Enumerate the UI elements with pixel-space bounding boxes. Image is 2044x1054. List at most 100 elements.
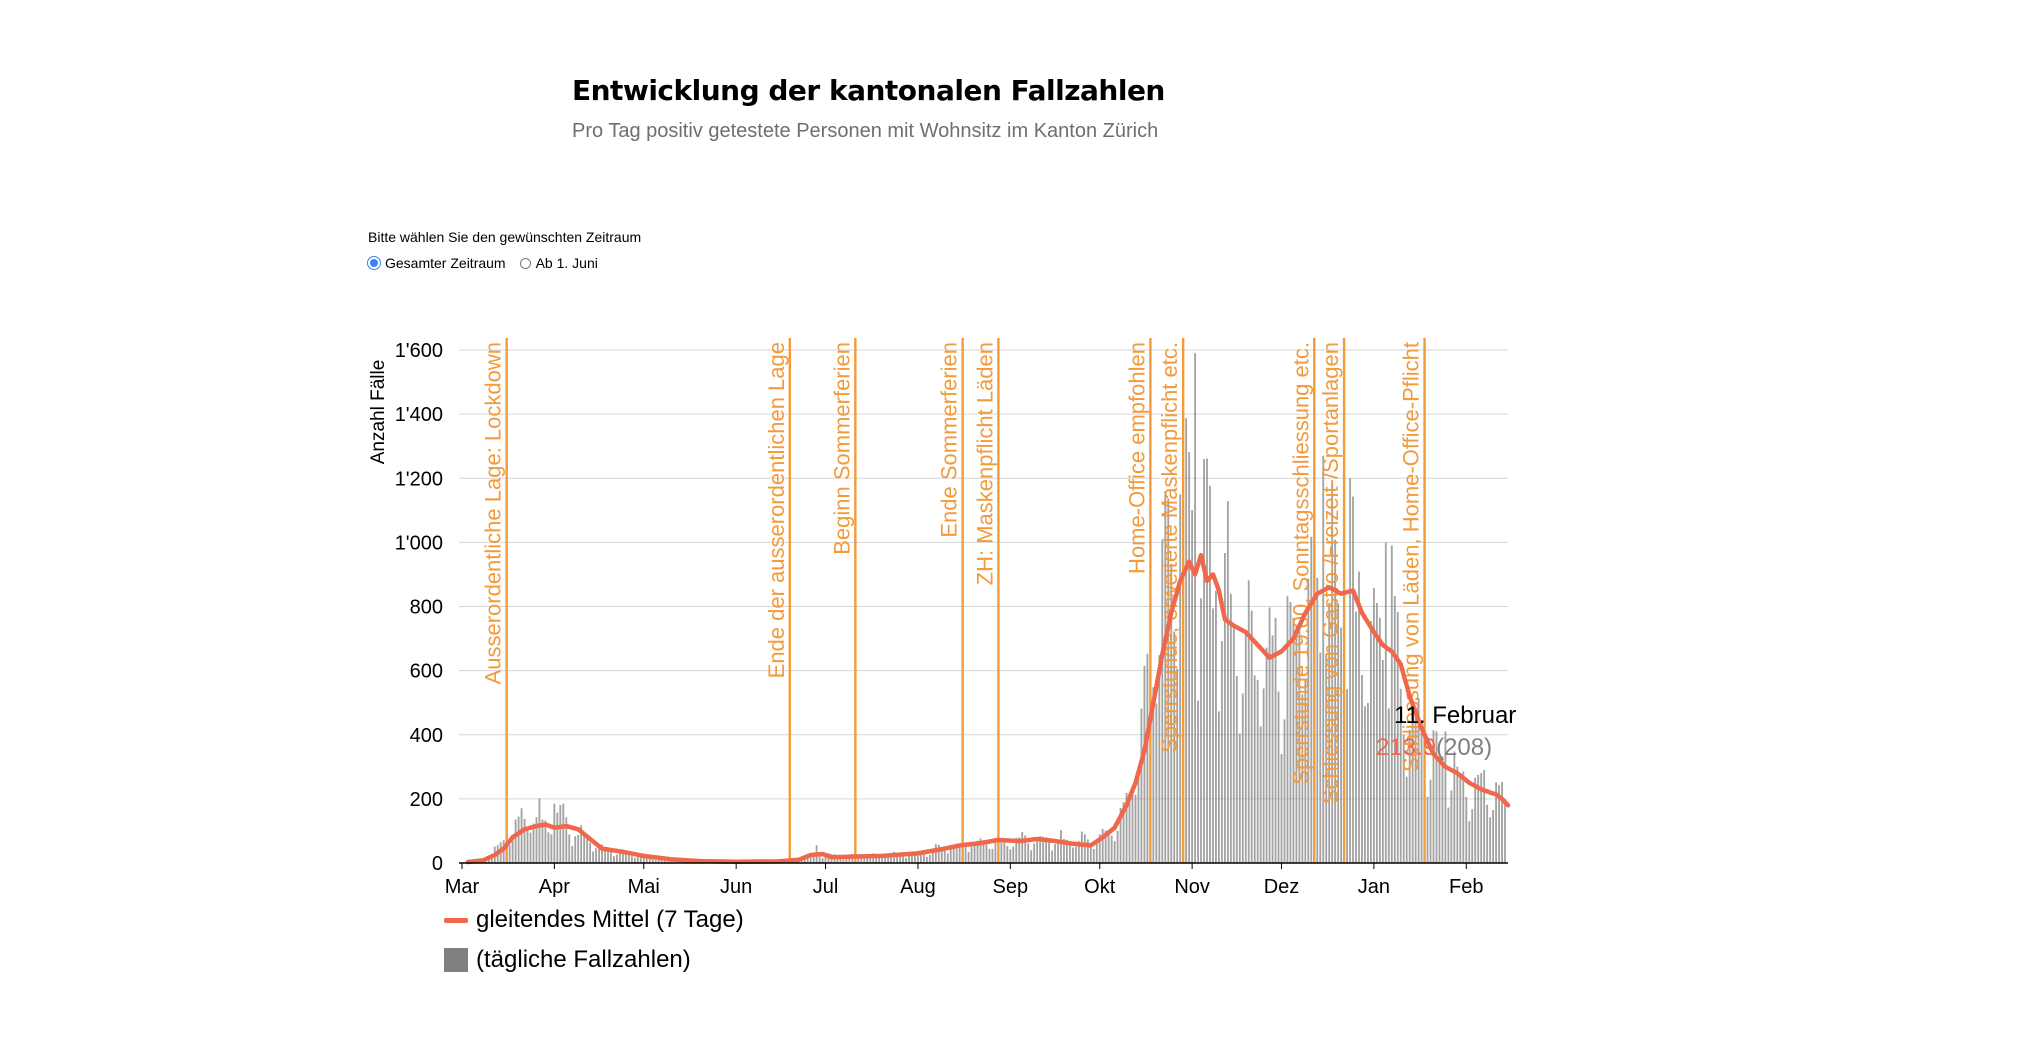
axes: 0 200 400 600 800 1'000 1'200 1'400 1'600 Mar Apr M… bbox=[395, 340, 1508, 898]
period-selector: Gesamter Zeitraum Ab 1. Juni bbox=[368, 255, 612, 271]
x-tick-label: Mar bbox=[445, 876, 480, 898]
daily-case-bar bbox=[508, 845, 511, 863]
legend-item-daily-cases: (tägliche Fallzahlen) bbox=[444, 940, 744, 980]
daily-case-bar bbox=[1170, 563, 1173, 863]
daily-case-bar bbox=[863, 858, 866, 863]
daily-case-bar bbox=[1220, 641, 1223, 863]
annotation-label: Ende Sommerferien bbox=[937, 342, 962, 538]
daily-case-bar bbox=[1223, 553, 1226, 863]
daily-case-bar bbox=[955, 843, 958, 863]
daily-case-bar bbox=[937, 844, 940, 863]
daily-case-bar bbox=[1277, 691, 1280, 863]
daily-case-bar bbox=[1039, 835, 1042, 863]
y-axis-label: Anzahl Fälle bbox=[368, 360, 389, 465]
daily-case-bar bbox=[1498, 785, 1500, 863]
daily-case-bar bbox=[893, 851, 896, 863]
daily-case-bar bbox=[1057, 839, 1059, 863]
daily-case-bar bbox=[1358, 571, 1360, 863]
daily-case-bar bbox=[592, 851, 595, 863]
daily-case-bar bbox=[1292, 617, 1295, 863]
daily-case-bar bbox=[917, 850, 919, 863]
daily-case-bar bbox=[839, 857, 842, 863]
daily-case-bar bbox=[1232, 625, 1235, 863]
daily-case-bar bbox=[1077, 841, 1080, 863]
daily-case-bar bbox=[1045, 837, 1048, 863]
daily-case-bar bbox=[1438, 756, 1441, 863]
y-tick-label: 0 bbox=[432, 853, 443, 875]
daily-case-bar bbox=[1209, 485, 1211, 863]
radio-ab-1-juni[interactable]: Ab 1. Juni bbox=[519, 255, 598, 271]
daily-case-bar bbox=[1218, 711, 1220, 863]
daily-case-bar bbox=[818, 856, 821, 863]
daily-case-bar bbox=[1113, 841, 1116, 863]
daily-case-bar bbox=[1161, 539, 1164, 863]
daily-case-bar bbox=[1375, 603, 1378, 863]
daily-case-bar bbox=[675, 861, 678, 863]
daily-case-bar bbox=[908, 854, 910, 863]
daily-case-bar bbox=[1176, 668, 1179, 863]
daily-case-bar bbox=[911, 851, 913, 863]
daily-case-bar bbox=[1459, 774, 1462, 863]
moving-average bbox=[465, 552, 1511, 865]
daily-case-bar bbox=[1405, 776, 1408, 863]
x-tick-label: Apr bbox=[539, 876, 570, 898]
daily-case-bar bbox=[595, 848, 598, 863]
daily-case-bar bbox=[1116, 830, 1119, 863]
daily-case-bar bbox=[1086, 839, 1089, 863]
daily-case-bar bbox=[857, 855, 860, 863]
daily-case-bar bbox=[1238, 733, 1241, 863]
daily-case-bar bbox=[1331, 483, 1334, 863]
daily-case-bar bbox=[621, 850, 624, 863]
daily-case-bar bbox=[842, 859, 845, 863]
radio-checked-icon[interactable] bbox=[368, 257, 380, 269]
daily-case-bar bbox=[520, 808, 523, 863]
daily-case-bar bbox=[1492, 809, 1495, 863]
daily-case-bar bbox=[1417, 698, 1420, 863]
annotation-label: Schliessung von Gastro-/Freizeit-/Sporta… bbox=[1318, 342, 1343, 804]
daily-case-bar bbox=[1119, 808, 1122, 863]
daily-case-bar bbox=[887, 855, 890, 863]
radio-unchecked-icon[interactable] bbox=[519, 257, 531, 269]
daily-case-bar bbox=[1098, 834, 1101, 863]
daily-case-bar bbox=[1030, 850, 1033, 863]
daily-case-bar bbox=[1226, 501, 1229, 863]
daily-case-bar bbox=[1262, 688, 1265, 863]
daily-case-bar bbox=[553, 803, 556, 863]
daily-case-bar bbox=[1033, 843, 1036, 863]
daily-case-bar bbox=[1042, 836, 1045, 863]
daily-case-bar bbox=[517, 816, 520, 863]
daily-case-bar bbox=[1164, 491, 1167, 863]
daily-case-bar bbox=[619, 850, 621, 863]
daily-case-bar bbox=[1203, 459, 1205, 863]
daily-case-bar bbox=[1468, 821, 1471, 863]
daily-case-bar bbox=[598, 847, 600, 863]
daily-case-bar bbox=[1003, 838, 1006, 863]
daily-case-bar bbox=[562, 803, 565, 863]
daily-case-bar bbox=[1301, 694, 1304, 863]
x-tick-label: Sep bbox=[993, 876, 1029, 898]
daily-case-bar bbox=[1367, 703, 1369, 863]
tooltip-moving-average: 213.9 bbox=[1376, 734, 1436, 761]
daily-case-bar bbox=[1274, 617, 1277, 863]
daily-case-bar bbox=[1212, 608, 1214, 863]
daily-case-bar bbox=[1483, 770, 1486, 863]
y-tick-label: 400 bbox=[410, 725, 443, 747]
daily-case-bar bbox=[964, 845, 967, 863]
daily-case-bar bbox=[1179, 494, 1182, 863]
daily-case-bar bbox=[902, 854, 904, 863]
y-tick-label: 1'000 bbox=[395, 532, 443, 554]
daily-case-bar bbox=[812, 855, 815, 863]
annotation-label: Beginn Sommerferien bbox=[829, 342, 854, 555]
daily-case-bar bbox=[1089, 845, 1092, 863]
daily-case-bar bbox=[1352, 496, 1354, 863]
daily-case-bar bbox=[1018, 837, 1021, 863]
legend-line-swatch bbox=[444, 917, 468, 923]
annotation-label: Sperrstunde 19.00, Sonntagsschliessung e… bbox=[1288, 342, 1313, 785]
daily-case-bar bbox=[1399, 688, 1402, 863]
daily-case-bar bbox=[922, 854, 925, 863]
daily-case-bar bbox=[1054, 844, 1056, 863]
daily-case-bar bbox=[1009, 849, 1012, 863]
radio-gesamter-zeitraum[interactable]: Gesamter Zeitraum bbox=[368, 255, 506, 271]
x-tick-label: Jan bbox=[1358, 876, 1390, 898]
daily-case-bar bbox=[1381, 659, 1384, 863]
